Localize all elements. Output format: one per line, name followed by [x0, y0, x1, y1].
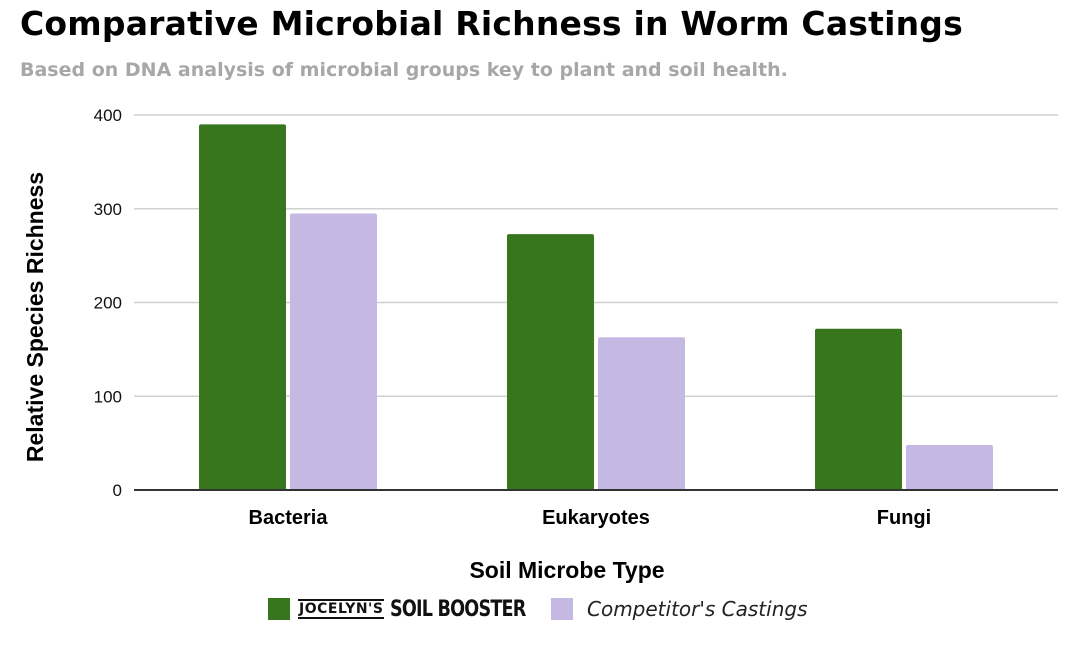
x-axis-title: Soil Microbe Type [469, 557, 664, 583]
legend-item-competitor: Competitor's Castings [551, 594, 808, 624]
bar-fungi-soil-booster [815, 328, 902, 490]
legend-label-competitor: Competitor's Castings [587, 597, 808, 621]
y-axis-ticks: 0 100 200 300 400 [94, 106, 122, 500]
legend-item-soil-booster: JOCELYN'S SOIL BOOSTER [268, 594, 560, 624]
x-tick-label: Eukaryotes [542, 507, 650, 529]
bar-chart: 0 100 200 300 400 Bacteria Eukaryotes Fungi So… [22, 106, 1058, 583]
x-tick-label: Bacteria [249, 507, 329, 529]
y-tick-label: 300 [94, 200, 122, 219]
y-tick-label: 200 [94, 294, 122, 313]
legend-swatch-competitor [551, 598, 573, 620]
legend: JOCELYN'S SOIL BOOSTER Competitor's Cast… [0, 594, 1080, 624]
y-tick-label: 100 [94, 387, 122, 406]
bar-bacteria-competitor [290, 213, 377, 490]
bar-fungi-competitor [906, 445, 993, 490]
brand-name-big: SOIL BOOSTER [390, 596, 526, 622]
legend-swatch-soil-booster [268, 598, 290, 620]
bar-eukaryotes-soil-booster [507, 234, 594, 490]
x-axis-ticks: Bacteria Eukaryotes Fungi [249, 507, 932, 529]
y-tick-label: 400 [94, 106, 122, 125]
x-tick-label: Fungi [877, 507, 931, 529]
y-axis-title: Relative Species Richness [22, 172, 48, 462]
brand-name-small: JOCELYN'S [298, 599, 385, 619]
gridlines [134, 114, 1058, 397]
soil-booster-logo: JOCELYN'S SOIL BOOSTER [298, 597, 560, 622]
y-tick-label: 0 [113, 481, 122, 500]
chart-subtitle: Based on DNA analysis of microbial group… [20, 59, 788, 81]
bar-bacteria-soil-booster [199, 124, 286, 490]
bars [199, 124, 993, 490]
chart-title: Comparative Microbial Richness in Worm C… [20, 4, 963, 43]
bar-eukaryotes-competitor [598, 337, 685, 490]
